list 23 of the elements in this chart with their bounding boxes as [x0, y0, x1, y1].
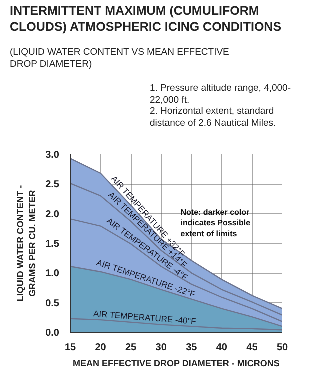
y-tick-label: 1.0 — [46, 268, 60, 280]
y-tick-label: 0.5 — [46, 298, 60, 310]
x-tick-label: 25 — [126, 342, 138, 354]
text: 2. Horizontal extent, standard distance of 2.6 Nautical Miles. — [150, 106, 276, 128]
x-tick-label: 35 — [186, 342, 198, 354]
x-tick-label: 45 — [246, 342, 258, 354]
y-tick-label: 0.0 — [46, 328, 60, 339]
y-tick-label: 2.5 — [46, 180, 60, 191]
y-tick-label: 1.5 — [46, 239, 60, 250]
x-tick-label: 40 — [216, 342, 228, 354]
x-axis-title: MEAN EFFECTIVE DROP DIAMETER - MICRONS — [73, 358, 280, 368]
chart-title: INTERMITTENT MAXIMUM (CUMULIFORM CLOUDS) ATMOSPHERIC ICING CONDITIONS — [10, 3, 283, 35]
series-label: AIR TEMPERATURE -40°F — [93, 308, 197, 326]
x-tick-label: 20 — [95, 342, 107, 354]
x-tick-label: 30 — [156, 342, 168, 354]
y-tick-label: 2.0 — [46, 209, 60, 220]
x-tick-label: 50 — [276, 342, 288, 354]
y-tick-label: 3.0 — [46, 150, 60, 161]
annotation: Note: darker color indicates Possible extent of limits — [180, 208, 252, 238]
chart-subtitle: (LIQUID WATER CONTENT VS MEAN EFFECTIVE DROP DIAMETER) — [10, 47, 230, 71]
text: 1. Pressure altitude range, 4,000-22,000 ft. — [150, 83, 292, 106]
x-tick-label: 15 — [64, 342, 76, 354]
y-axis-title: LIQUID WATER CONTENT - GRAMS PER CU. METER — [16, 185, 38, 302]
